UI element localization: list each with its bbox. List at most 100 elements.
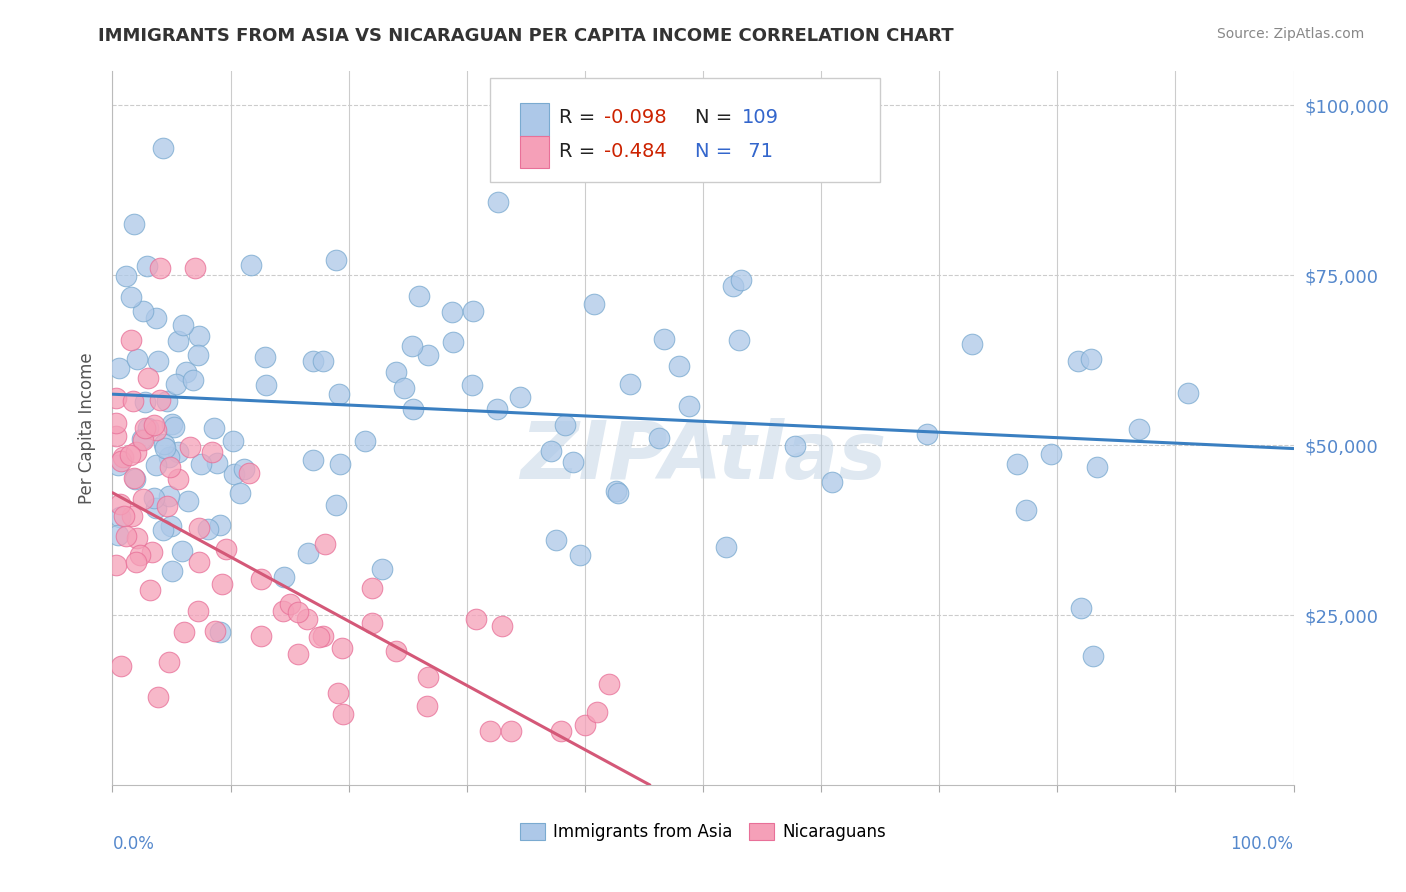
Point (118, 448, 141, 462)
Point (295, 612, 318, 626)
Point (128, 548, 150, 562)
Point (619, 376, 641, 391)
Point (332, 707, 354, 722)
Point (110, 454, 132, 468)
Point (159, 460, 181, 475)
Point (250, 629, 273, 643)
Text: IMMIGRANTS FROM ASIA VS NICARAGUAN PER CAPITA INCOME CORRELATION CHART: IMMIGRANTS FROM ASIA VS NICARAGUAN PER C… (98, 27, 955, 45)
Point (232, 462, 254, 476)
Point (125, 445, 148, 459)
Point (124, 472, 146, 486)
Point (110, 658, 132, 673)
Point (214, 542, 236, 557)
Point (568, 548, 591, 562)
Point (145, 458, 167, 472)
Point (107, 458, 129, 472)
Point (167, 444, 190, 458)
Point (486, 402, 509, 417)
Text: 109: 109 (742, 108, 779, 128)
Point (156, 393, 179, 408)
Point (330, 640, 353, 655)
Point (271, 604, 294, 618)
Point (678, 400, 700, 414)
Point (297, 545, 319, 559)
Text: 71: 71 (742, 142, 773, 161)
Point (181, 373, 204, 387)
Point (491, 619, 513, 633)
Point (208, 625, 231, 640)
Text: R =: R = (560, 142, 602, 161)
Point (149, 393, 172, 408)
Point (132, 491, 155, 506)
Point (162, 565, 184, 579)
Point (105, 391, 128, 405)
Point (152, 523, 174, 537)
Point (408, 289, 430, 303)
Point (461, 377, 484, 392)
Point (464, 612, 486, 626)
Point (605, 484, 627, 499)
Point (1081, 648, 1104, 663)
Point (416, 348, 439, 362)
Point (157, 450, 180, 465)
Point (499, 723, 522, 738)
Point (562, 454, 585, 468)
Point (652, 332, 675, 346)
Point (205, 456, 228, 470)
Point (188, 329, 211, 343)
Point (554, 417, 576, 432)
Point (121, 509, 143, 524)
Point (141, 545, 163, 559)
FancyBboxPatch shape (491, 78, 880, 182)
Point (1128, 422, 1150, 436)
Point (136, 421, 159, 435)
Point (312, 354, 335, 368)
Point (190, 457, 212, 471)
Text: -0.098: -0.098 (603, 108, 666, 128)
Point (136, 259, 159, 273)
Point (157, 656, 180, 670)
Point (325, 498, 347, 512)
Point (105, 429, 128, 443)
Point (165, 377, 187, 392)
Point (308, 630, 330, 644)
Point (145, 311, 167, 326)
Point (108, 361, 131, 376)
Point (107, 527, 129, 541)
Point (184, 261, 207, 276)
Point (142, 491, 165, 505)
Point (486, 195, 509, 210)
Point (176, 494, 198, 508)
Point (153, 437, 176, 451)
Point (479, 723, 502, 738)
Text: R =: R = (560, 108, 602, 128)
Point (111, 450, 134, 464)
Point (179, 440, 201, 454)
Point (108, 509, 131, 524)
Point (278, 597, 301, 611)
Point (152, 141, 174, 155)
Point (125, 532, 148, 546)
Point (329, 457, 352, 471)
Point (134, 395, 156, 409)
Point (326, 686, 349, 700)
Text: 0.0%: 0.0% (112, 835, 155, 853)
Point (134, 421, 156, 435)
Point (728, 333, 751, 347)
Point (287, 647, 309, 661)
Point (461, 304, 484, 318)
Point (160, 417, 183, 432)
Text: -0.484: -0.484 (603, 142, 666, 161)
Point (585, 705, 607, 719)
Point (254, 378, 277, 392)
Point (197, 522, 219, 536)
Point (115, 268, 138, 283)
Point (401, 339, 423, 353)
Point (1039, 447, 1062, 461)
Point (354, 434, 377, 449)
Point (143, 417, 166, 432)
Point (187, 348, 209, 362)
Point (121, 394, 143, 409)
Point (167, 472, 190, 486)
Point (392, 381, 415, 395)
